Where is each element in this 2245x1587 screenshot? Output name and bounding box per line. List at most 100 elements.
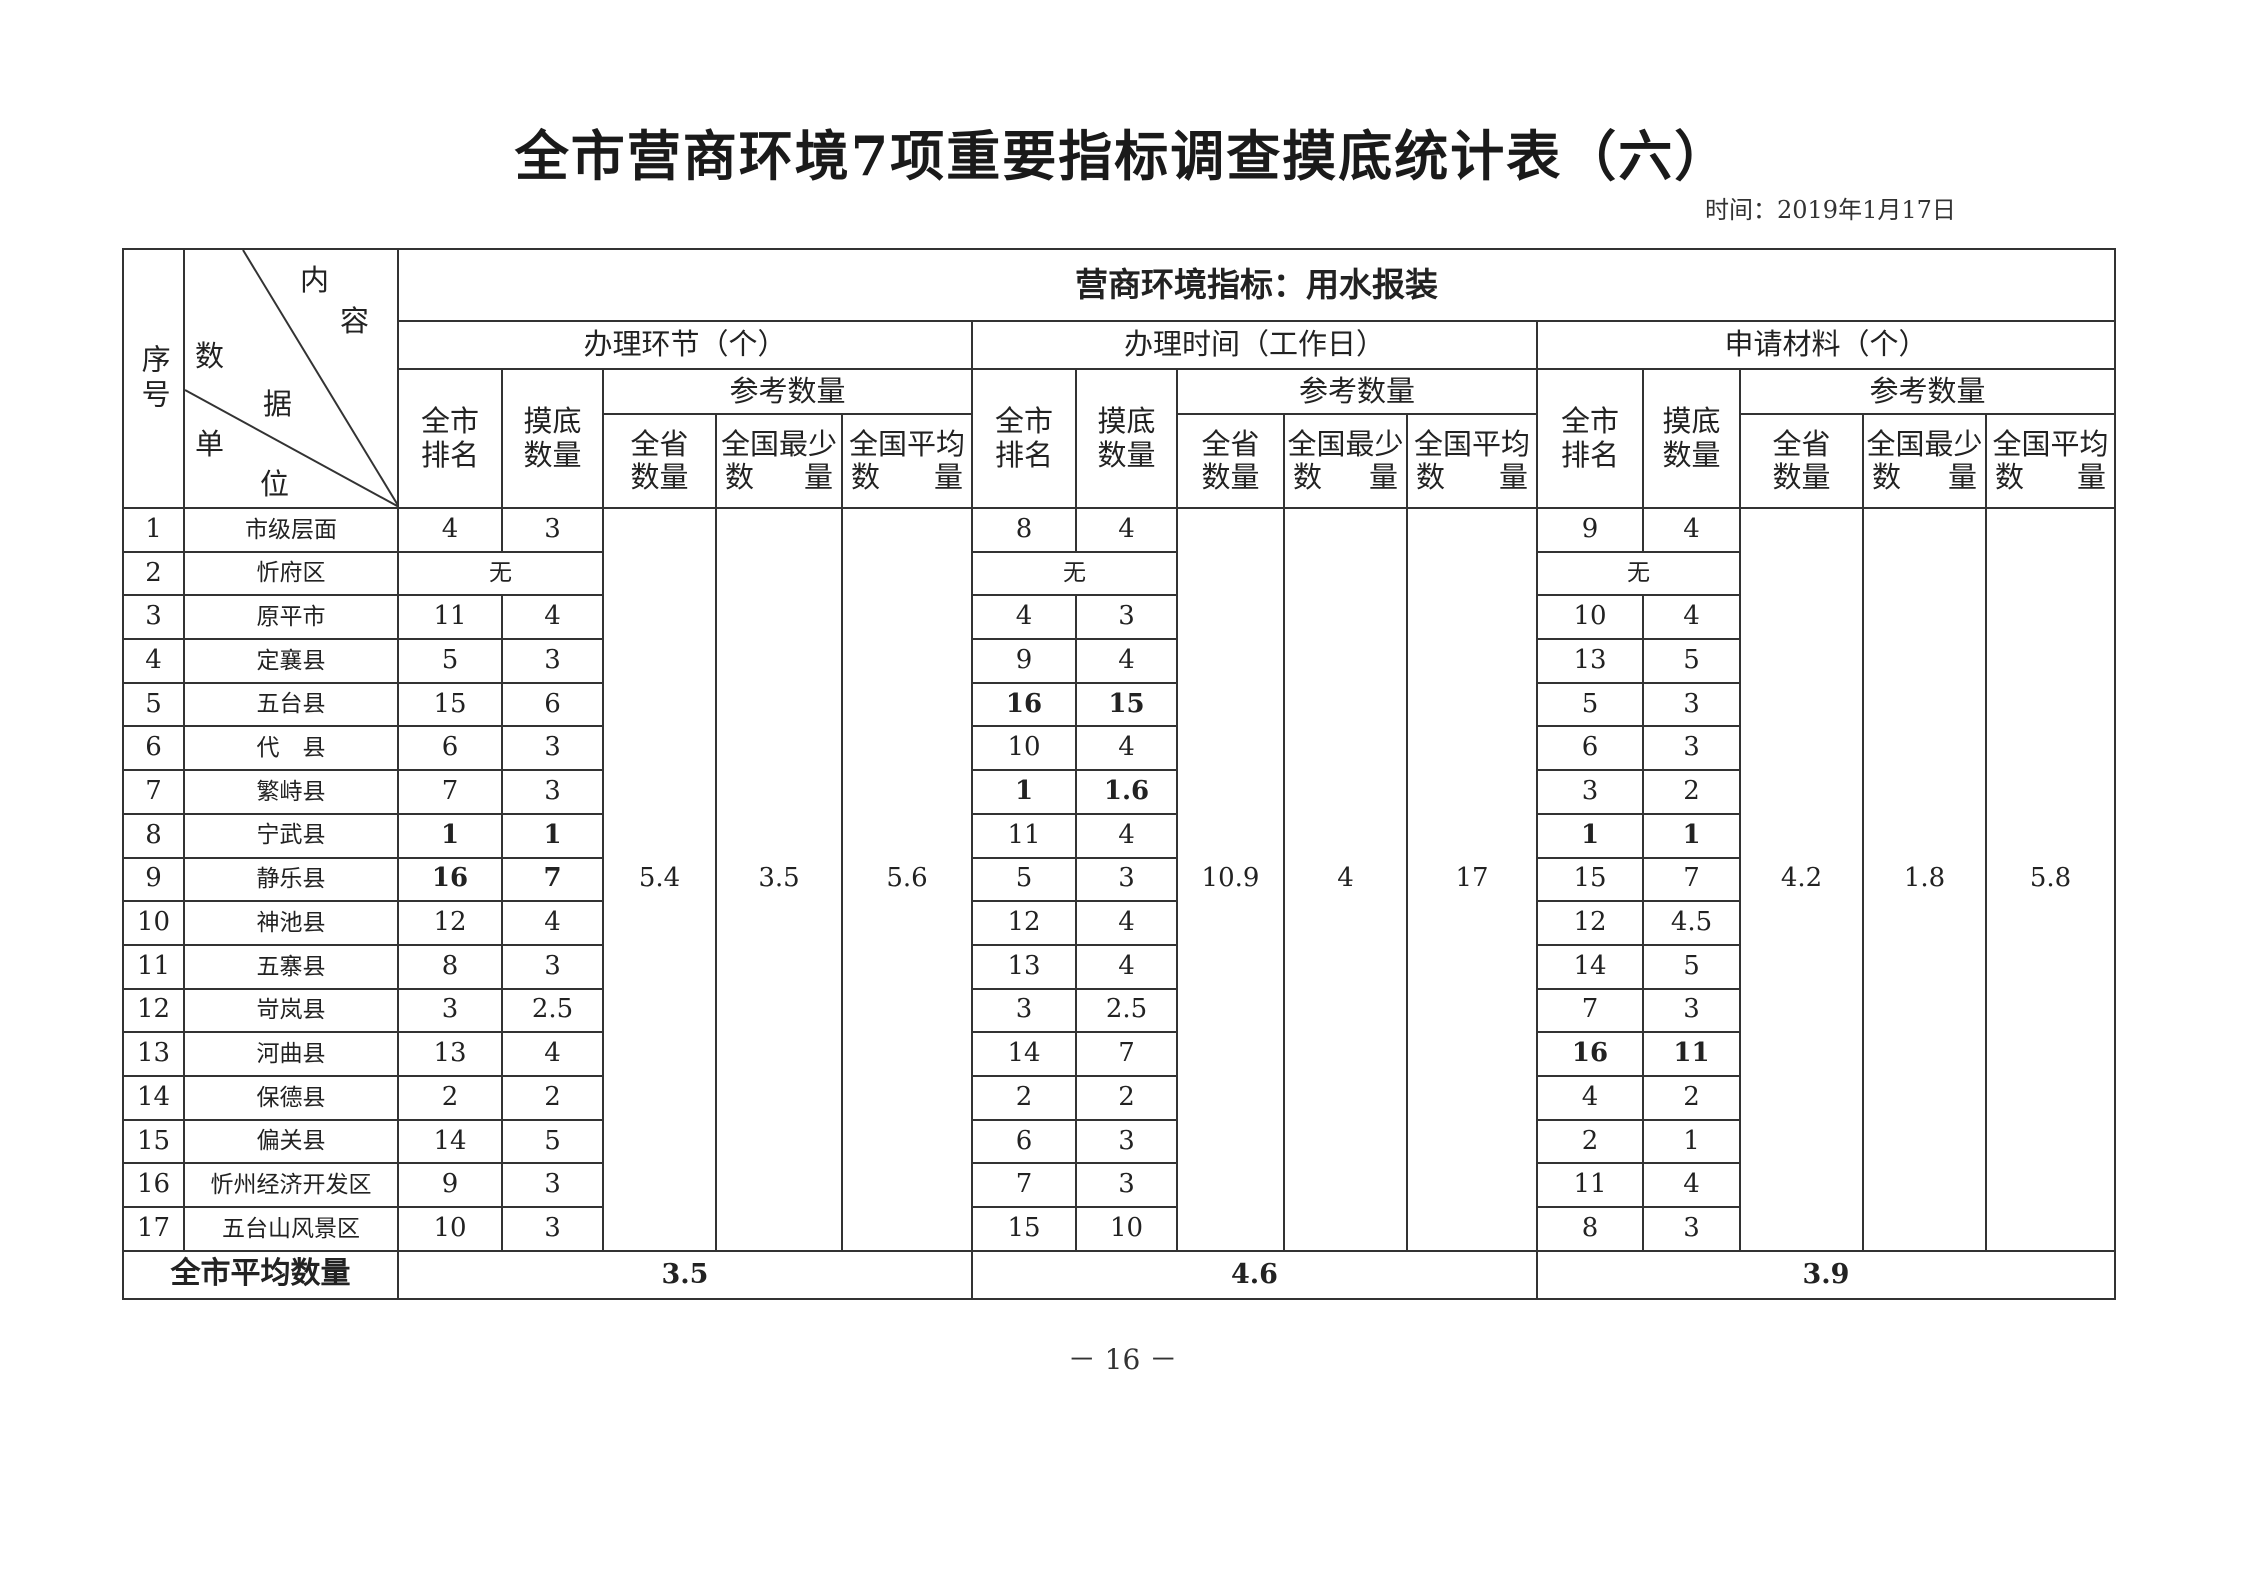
city-rank-cell: 7 <box>1536 987 1644 1034</box>
row-seq: 2 <box>122 550 185 597</box>
table-row: 5 五台县 15 6 16 15 5 3 <box>122 681 2115 728</box>
survey-qty-cell: 3 <box>1642 681 1741 728</box>
row-unit: 偏关县 <box>183 1118 399 1165</box>
national-min-header: 全国最少数 量 <box>1862 413 1987 509</box>
city-rank-cell: 3 <box>971 987 1077 1034</box>
national-avg-cell: 5.8 <box>1985 507 2116 1252</box>
city-rank-cell: 2 <box>971 1074 1077 1121</box>
survey-qty-cell: 7 <box>501 856 604 903</box>
row-seq: 17 <box>122 1206 185 1252</box>
survey-qty-cell: 10 <box>1075 1206 1178 1252</box>
city-average-cell: 3.5 <box>397 1249 973 1300</box>
diagonal-lines <box>185 250 399 507</box>
table-row: 2 忻府区无无无 <box>122 550 2115 597</box>
city-rank-cell: 6 <box>971 1118 1077 1165</box>
header-line: 全国最少 <box>1866 426 1983 461</box>
city-rank-cell: 13 <box>971 943 1077 990</box>
city-rank-cell: 7 <box>971 1162 1077 1208</box>
no-data-cell: 无 <box>397 550 604 597</box>
national-min-cell: 3.5 <box>715 507 843 1252</box>
survey-qty-cell: 2 <box>1642 1074 1741 1121</box>
table-row: 7 繁峙县 7 3 1 1.6 3 2 <box>122 769 2115 815</box>
table-row: 8 宁武县 1 1 11 4 1 1 <box>122 812 2115 859</box>
city-rank-cell: 7 <box>397 769 503 815</box>
header-char: 数 <box>1293 460 1323 494</box>
national-avg-cell: 5.6 <box>841 507 973 1252</box>
row-unit: 忻州经济开发区 <box>183 1162 399 1208</box>
city-rank-cell: 2 <box>397 1074 503 1121</box>
diag-content-2: 容 <box>340 304 370 338</box>
table-row: 11 五寨县 8 3 13 4 14 5 <box>122 943 2115 990</box>
city-rank-cell: 16 <box>1536 1031 1644 1077</box>
diag-unit-2: 位 <box>260 467 290 501</box>
survey-qty-cell: 4 <box>1642 594 1741 641</box>
city-rank-cell: 6 <box>1536 725 1644 772</box>
survey-qty-cell: 3 <box>501 507 604 553</box>
city-rank-cell: 6 <box>397 725 503 772</box>
city-rank-cell: 5 <box>971 856 1077 903</box>
header-char: 量 <box>933 460 963 494</box>
survey-qty-cell: 4 <box>1075 507 1178 553</box>
survey-qty-cell: 4 <box>1075 812 1178 859</box>
reference-header: 参考数量 <box>1176 368 1538 415</box>
city-rank-cell: 8 <box>1536 1206 1644 1252</box>
city-rank-cell: 8 <box>971 507 1077 553</box>
national-min-header: 全国最少数 量 <box>1283 413 1408 509</box>
diag-data-1: 数 <box>195 339 225 373</box>
national-min-header: 全国最少数 量 <box>715 413 843 509</box>
survey-qty-cell: 2.5 <box>501 987 604 1034</box>
national-avg-header: 全国平均数 量 <box>1406 413 1538 509</box>
national-min-cell: 4 <box>1283 507 1408 1252</box>
document-date: 时间：2019年1月17日 <box>1705 196 1956 224</box>
survey-qty-header: 摸底数量 <box>1642 368 1741 509</box>
survey-qty-cell: 2 <box>1642 769 1741 815</box>
table-row: 16 忻州经济开发区 9 3 7 3 11 4 <box>122 1162 2115 1208</box>
survey-qty-header: 摸底数量 <box>1075 368 1178 509</box>
header-line: 全国平均 <box>848 426 965 461</box>
row-unit: 五台县 <box>183 681 399 728</box>
survey-qty-cell: 4 <box>1642 507 1741 553</box>
province-qty-header: 全省数量 <box>602 413 717 509</box>
national-avg-header: 全国平均数 量 <box>1985 413 2116 509</box>
row-seq: 15 <box>122 1118 185 1165</box>
city-rank-cell: 10 <box>1536 594 1644 641</box>
city-rank-cell: 2 <box>1536 1118 1644 1165</box>
diag-content-1: 内 <box>300 263 330 297</box>
row-unit: 河曲县 <box>183 1031 399 1077</box>
city-rank-cell: 12 <box>971 900 1077 946</box>
city-rank-cell: 13 <box>1536 638 1644 684</box>
survey-qty-cell: 4 <box>1075 725 1178 772</box>
reference-header: 参考数量 <box>1739 368 2116 415</box>
group-header: 申请材料（个） <box>1536 320 2116 370</box>
survey-qty-cell: 1.6 <box>1075 769 1178 815</box>
table-row: 9 静乐县 16 7 5 3 15 7 <box>122 856 2115 903</box>
header-line: 全国平均 <box>1413 426 1530 461</box>
survey-qty-cell: 7 <box>1642 856 1741 903</box>
header-char: 量 <box>2076 460 2106 494</box>
city-rank-cell: 11 <box>971 812 1077 859</box>
group-header: 办理时间（工作日） <box>971 320 1538 370</box>
survey-qty-cell: 5 <box>1642 943 1741 990</box>
survey-qty-cell: 2.5 <box>1075 987 1178 1034</box>
city-rank-cell: 15 <box>971 1206 1077 1252</box>
city-rank-cell: 14 <box>1536 943 1644 990</box>
city-rank-cell: 16 <box>397 856 503 903</box>
row-unit: 保德县 <box>183 1074 399 1121</box>
row-seq: 9 <box>122 856 185 903</box>
survey-qty-header: 摸底数量 <box>501 368 604 509</box>
table-row: 1 市级层面 4 3 5.4 3.5 5.6 8 4 10.9 4 17 9 4 4.2 1.8 5.8 <box>122 507 2116 1252</box>
city-rank-cell: 4 <box>1536 1074 1644 1121</box>
national-avg-header: 全国平均数 量 <box>841 413 973 509</box>
row-unit: 五寨县 <box>183 943 399 990</box>
city-rank-cell: 14 <box>971 1031 1077 1077</box>
row-unit: 岢岚县 <box>183 987 399 1034</box>
row-seq: 3 <box>122 594 185 641</box>
table-row: 10 神池县 12 4 12 4 12 4.5 <box>122 900 2115 946</box>
row-seq: 8 <box>122 812 185 859</box>
survey-qty-cell: 1 <box>1642 812 1741 859</box>
city-rank-cell: 4 <box>971 594 1077 641</box>
table-row: 14 保德县 2 2 2 2 4 2 <box>122 1074 2115 1121</box>
survey-qty-cell: 3 <box>501 725 604 772</box>
city-rank-cell: 5 <box>1536 681 1644 728</box>
no-data-cell: 无 <box>971 550 1178 597</box>
